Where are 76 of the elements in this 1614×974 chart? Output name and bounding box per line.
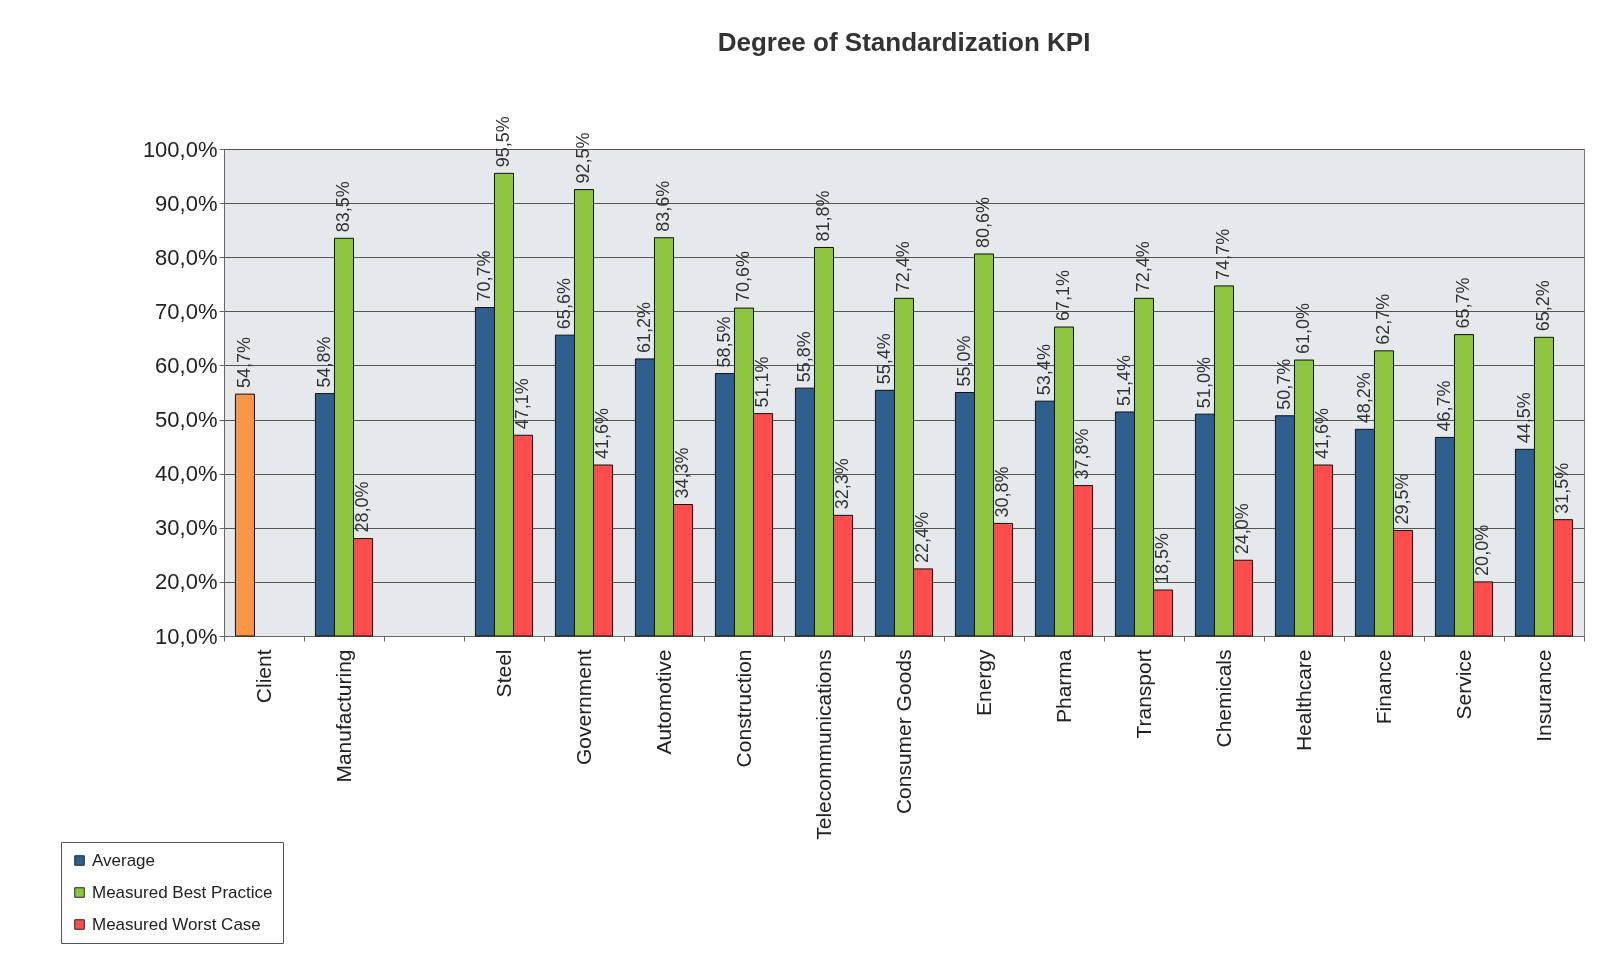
legend-label: Average (92, 850, 156, 870)
data-label: 30,8% (992, 466, 1013, 518)
x-tick-label: Government (571, 649, 595, 766)
data-label: 32,3% (832, 458, 853, 510)
data-label: 80,6% (973, 196, 993, 248)
y-tick-label: 70,0% (155, 298, 218, 324)
data-label: 37,8% (1072, 428, 1093, 480)
data-label: 72,4% (1133, 241, 1153, 293)
data-label: 28,0% (352, 481, 373, 533)
y-tick-label: 90,0% (155, 190, 218, 216)
x-tick-label: Finance (1371, 649, 1395, 725)
data-label: 47,1% (512, 378, 533, 430)
data-label: 65,7% (1453, 277, 1473, 329)
data-label: 83,6% (653, 180, 673, 232)
data-label: 31,5% (1552, 462, 1573, 514)
x-tick-label: Construction (731, 649, 755, 768)
data-label: 18,5% (1152, 532, 1173, 585)
data-label: 55,8% (793, 331, 814, 383)
y-tick-label: 100,0% (142, 136, 218, 162)
data-label: 41,6% (1312, 407, 1333, 460)
legend-label: Measured Best Practice (92, 882, 273, 902)
data-label: 83,5% (333, 181, 353, 233)
data-label: 61,2% (633, 301, 654, 353)
legend-label: Measured Worst Case (92, 914, 261, 934)
data-label: 54,7% (233, 337, 254, 389)
data-label: 58,5% (713, 316, 734, 368)
y-tick-label: 20,0% (155, 569, 218, 595)
data-label: 34,3% (672, 447, 693, 499)
data-label: 51,4% (1113, 354, 1134, 406)
chart-title: Degree of Standardization KPI (717, 27, 1091, 58)
x-tick-label: Steel (491, 649, 515, 698)
data-label: 95,5% (493, 116, 513, 168)
x-tick-label: Energy (971, 649, 995, 717)
data-label: 29,5% (1392, 473, 1413, 525)
data-label: 61,0% (1293, 302, 1313, 355)
data-label: 22,4% (912, 511, 933, 563)
data-label: 46,7% (1433, 380, 1454, 432)
x-tick-label: Insurance (1531, 649, 1555, 742)
y-tick-label: 30,0% (155, 515, 218, 541)
data-label: 50,7% (1273, 358, 1294, 410)
y-tick-label: 80,0% (155, 244, 218, 270)
y-tick-label: 60,0% (155, 352, 218, 378)
x-tick-label: Transport (1131, 649, 1155, 739)
data-label: 65,2% (1533, 280, 1553, 332)
data-label: 65,6% (553, 278, 574, 330)
data-label: 62,7% (1373, 293, 1393, 345)
data-label: 44,5% (1513, 392, 1534, 444)
data-label: 81,8% (813, 190, 833, 242)
data-label: 92,5% (573, 132, 593, 184)
data-label: 48,2% (1353, 372, 1374, 424)
y-tick-label: 40,0% (155, 461, 218, 487)
x-tick-label: Healthcare (1291, 649, 1315, 752)
x-tick-label: Pharma (1051, 649, 1075, 724)
data-label: 54,8% (313, 336, 334, 388)
x-tick-label: Chemicals (1211, 649, 1235, 748)
data-label: 70,7% (473, 250, 494, 302)
data-label: 67,1% (1053, 269, 1073, 322)
data-label: 72,4% (893, 241, 913, 293)
data-label: 51,0% (1193, 357, 1214, 409)
y-tick-label: 50,0% (155, 407, 218, 433)
x-tick-label: Automotive (651, 649, 675, 755)
data-label: 55,0% (953, 335, 974, 387)
x-tick-label: Consumer Goods (891, 649, 915, 815)
x-tick-label: Manufacturing (331, 649, 355, 783)
data-label: 41,6% (592, 407, 613, 460)
data-label: 55,4% (873, 333, 894, 385)
y-tick-label: 10,0% (155, 623, 218, 649)
data-label: 51,1% (752, 356, 773, 408)
x-tick-label: Service (1451, 649, 1475, 720)
data-label: 70,6% (733, 251, 753, 303)
x-tick-label: Telecommunications (811, 649, 835, 840)
data-label: 20,0% (1472, 524, 1493, 576)
data-label: 24,0% (1232, 503, 1253, 555)
data-label: 74,7% (1213, 228, 1233, 280)
data-label: 53,4% (1033, 344, 1054, 396)
x-tick-label: Client (251, 649, 275, 704)
